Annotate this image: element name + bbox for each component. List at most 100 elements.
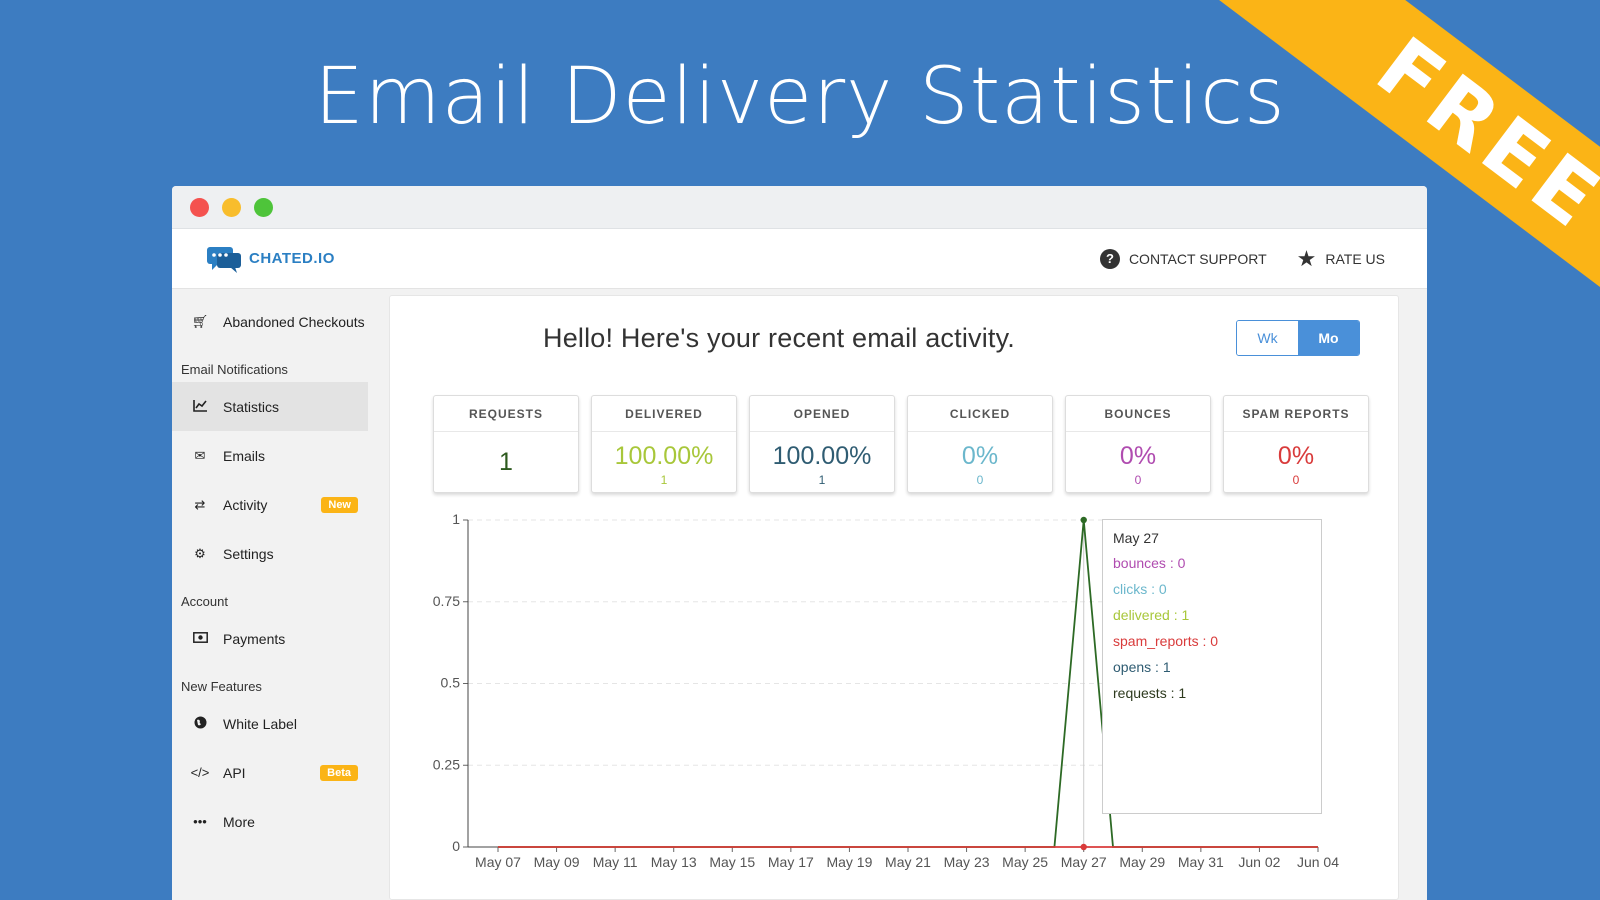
envelope-icon: ✉︎ [194, 447, 206, 463]
tooltip-row-bounces: bounces : 0 [1113, 555, 1186, 571]
code-icon: </> [190, 765, 210, 780]
window-titlebar [172, 186, 1427, 229]
sidebar-item-abandoned-checkouts[interactable]: 🛒︎ Abandoned Checkouts [172, 297, 368, 346]
contact-support-button[interactable]: ? CONTACT SUPPORT [1099, 248, 1267, 269]
x-tick-label: May 21 [885, 854, 931, 870]
stat-card-bounces: BOUNCES 0% 0 [1065, 395, 1211, 493]
x-tick-label: May 09 [534, 854, 580, 870]
sidebar-item-emails[interactable]: ✉︎ Emails [172, 431, 368, 480]
x-tick-label: May 25 [1002, 854, 1048, 870]
globe-icon [188, 716, 212, 732]
card-label: SPAM REPORTS [1224, 396, 1368, 432]
series-point-requests [1080, 516, 1087, 524]
tooltip-row-opens: opens : 1 [1113, 659, 1171, 675]
rate-us-label: RATE US [1325, 250, 1385, 267]
logo[interactable]: CHATED.IO [207, 245, 335, 273]
sidebar-item-statistics[interactable]: Statistics [172, 382, 368, 431]
x-tick-label: May 11 [593, 854, 638, 870]
card-value: 100.00% [614, 442, 714, 470]
app-window: CHATED.IO ? CONTACT SUPPORT ★ RATE US 🛒︎… [172, 186, 1427, 900]
sidebar-item-label: Emails [223, 447, 266, 464]
close-window-button[interactable] [190, 197, 209, 217]
month-toggle-button[interactable]: Mo [1298, 321, 1359, 355]
question-icon: ? [1099, 248, 1120, 269]
sidebar-item-api[interactable]: </> API Beta [172, 748, 368, 797]
card-count: 1 [660, 473, 668, 487]
exchange-icon: ⇄ [194, 496, 206, 512]
sidebar-item-payments[interactable]: Payments [172, 614, 368, 663]
x-tick-label: May 07 [475, 854, 521, 870]
tooltip-row-delivered: delivered : 1 [1113, 607, 1190, 623]
y-tick-label: 0.25 [433, 756, 460, 772]
y-tick-label: 0.75 [433, 593, 460, 609]
stat-card-delivered: DELIVERED 100.00% 1 [591, 395, 737, 493]
card-value: 0% [1277, 442, 1315, 470]
card-count: 0 [1134, 473, 1142, 487]
sidebar-item-settings[interactable]: ⚙︎ Settings [172, 529, 368, 578]
sidebar-item-white-label[interactable]: White Label [172, 699, 368, 748]
sidebar-section-account: Account [181, 594, 228, 609]
card-count: 1 [818, 473, 826, 487]
stat-card-clicked: CLICKED 0% 0 [907, 395, 1053, 493]
tooltip-date: May 27 [1113, 530, 1159, 546]
app-header: CHATED.IO ? CONTACT SUPPORT ★ RATE US [172, 229, 1427, 289]
sidebar-item-activity[interactable]: ⇄ Activity New [172, 480, 368, 529]
card-label: BOUNCES [1066, 396, 1210, 432]
x-tick-label: Jun 02 [1238, 854, 1280, 870]
x-tick-label: May 19 [826, 854, 872, 870]
stat-card-opened: OPENED 100.00% 1 [749, 395, 895, 493]
card-value: 0% [1119, 442, 1157, 470]
card-label: REQUESTS [434, 396, 578, 432]
activity-line-chart: 0 0.25 0.5 0.75 1 May 07 May 09 May 11 May 13 May… [433, 511, 1339, 870]
card-value: 100.00% [772, 442, 872, 470]
x-tick-label: May 27 [1061, 854, 1107, 870]
tooltip-row-spam-reports: spam_reports : 0 [1113, 633, 1219, 649]
contact-support-label: CONTACT SUPPORT [1128, 250, 1267, 267]
new-badge: New [321, 496, 358, 513]
x-tick-label: Jun 04 [1297, 854, 1339, 870]
card-count: 0 [1292, 473, 1300, 487]
tooltip-row-requests: requests : 1 [1113, 685, 1187, 701]
sidebar-item-more[interactable]: ••• More [172, 797, 368, 846]
period-toggle: Wk Mo [1236, 320, 1360, 356]
series-point-spam_reports [1080, 843, 1087, 851]
sidebar-section-email: Email Notifications [181, 362, 288, 377]
sidebar: 🛒︎ Abandoned Checkouts Email Notificatio… [172, 289, 368, 900]
main-panel: Hello! Here's your recent email activity… [389, 295, 1399, 900]
money-icon [188, 631, 212, 646]
stat-cards: REQUESTS 1 DELIVERED 100.00% 1 OPENED 10… [433, 395, 1369, 493]
card-count: 0 [976, 473, 984, 487]
cart-icon: 🛒︎ [191, 313, 209, 329]
card-label: DELIVERED [592, 396, 736, 432]
chart-tooltip: May 27 bounces : 0 clicks : 0 delivered … [1102, 519, 1322, 814]
sidebar-item-label: Statistics [223, 398, 280, 415]
stat-card-requests: REQUESTS 1 [433, 395, 579, 493]
sidebar-item-label: Payments [223, 630, 286, 647]
gear-icon: ⚙︎ [194, 545, 206, 561]
ellipsis-icon: ••• [193, 814, 207, 829]
page-title: Hello! Here's your recent email activity… [543, 323, 1016, 353]
card-label: OPENED [750, 396, 894, 432]
tooltip-row-clicks: clicks : 0 [1113, 581, 1167, 597]
sidebar-item-label: Settings [223, 545, 274, 562]
x-tick-label: May 13 [651, 854, 697, 870]
maximize-window-button[interactable] [254, 197, 273, 217]
rate-us-button[interactable]: ★ RATE US [1296, 245, 1385, 271]
card-value: 0% [961, 442, 999, 470]
minimize-window-button[interactable] [222, 197, 241, 217]
x-tick-label: May 29 [1119, 854, 1165, 870]
card-label: CLICKED [908, 396, 1052, 432]
sidebar-item-label: More [223, 813, 255, 830]
beta-badge: Beta [320, 764, 358, 781]
sidebar-section-features: New Features [181, 679, 262, 694]
star-icon: ★ [1296, 245, 1317, 271]
card-value: 1 [499, 448, 513, 476]
sidebar-item-label: Activity [223, 496, 268, 513]
stat-card-spam-reports: SPAM REPORTS 0% 0 [1223, 395, 1369, 493]
line-chart-icon [188, 399, 212, 415]
y-tick-label: 1 [452, 511, 460, 527]
chat-logo-icon [207, 246, 241, 273]
x-tick-label: May 17 [768, 854, 814, 870]
week-toggle-button[interactable]: Wk [1237, 321, 1298, 355]
banner-title: Email Delivery Statistics [314, 52, 1286, 142]
